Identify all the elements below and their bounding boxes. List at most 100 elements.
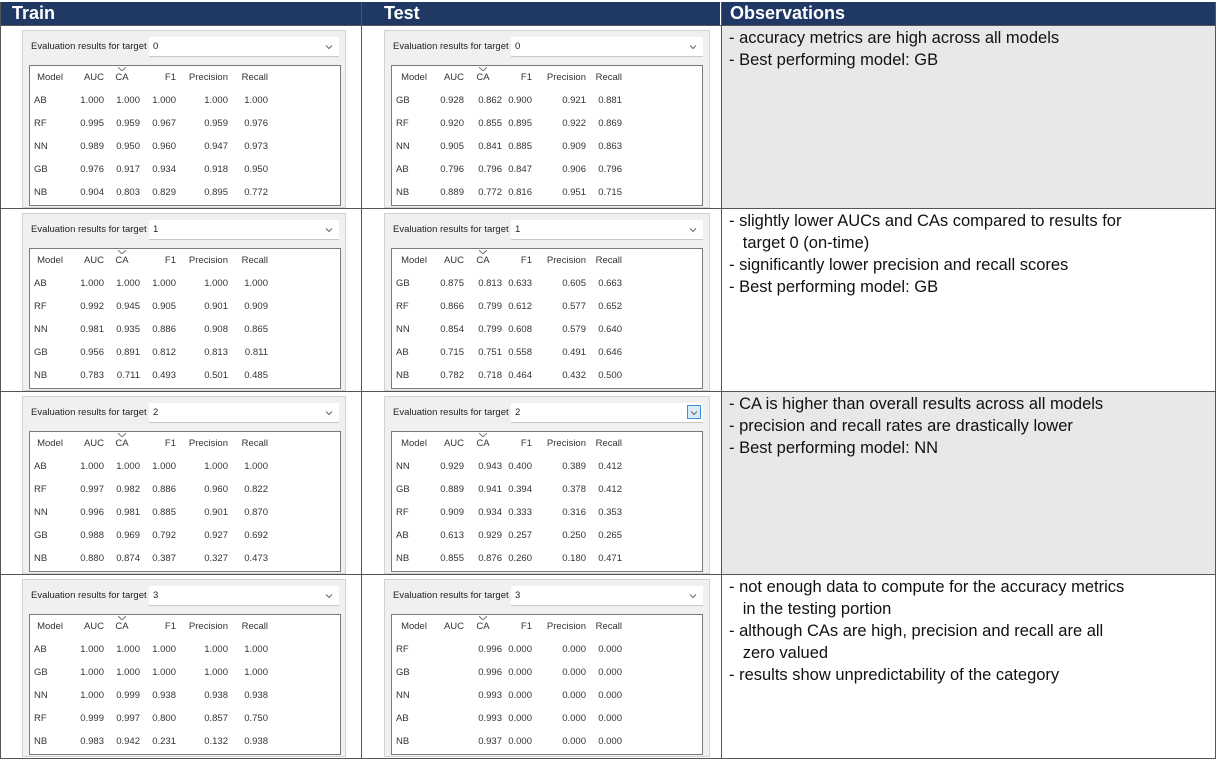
- column-header-f1[interactable]: F1: [140, 66, 176, 89]
- column-header-auc[interactable]: AUC: [66, 249, 104, 272]
- column-header-recall[interactable]: Recall: [228, 615, 268, 638]
- column-header-ca[interactable]: CA: [104, 249, 140, 272]
- target-dropdown[interactable]: 0: [149, 37, 339, 57]
- table-row[interactable]: GB 0.875 0.813 0.633 0.605 0.663: [392, 272, 622, 295]
- dropdown-toggle[interactable]: [323, 406, 335, 418]
- table-row[interactable]: NB 0.880 0.874 0.387 0.327 0.473: [30, 547, 268, 570]
- column-header-model[interactable]: Model: [30, 615, 66, 638]
- table-row[interactable]: NB 0.783 0.711 0.493 0.501 0.485: [30, 364, 268, 387]
- table-row[interactable]: AB 0.715 0.751 0.558 0.491 0.646: [392, 341, 622, 364]
- column-header-model[interactable]: Model: [392, 249, 432, 272]
- table-row[interactable]: AB 1.000 1.000 1.000 1.000 1.000: [30, 272, 268, 295]
- column-header-model[interactable]: Model: [392, 66, 432, 89]
- table-row[interactable]: NB 0.782 0.718 0.464 0.432 0.500: [392, 364, 622, 387]
- column-header-model[interactable]: Model: [30, 432, 66, 455]
- table-row[interactable]: GB 0.976 0.917 0.934 0.918 0.950: [30, 158, 268, 181]
- table-row[interactable]: GB 0.956 0.891 0.812 0.813 0.811: [30, 341, 268, 364]
- column-header-recall[interactable]: Recall: [586, 432, 622, 455]
- dropdown-toggle[interactable]: [323, 589, 335, 601]
- target-dropdown[interactable]: 2: [511, 403, 703, 423]
- table-row[interactable]: GB 0.889 0.941 0.394 0.378 0.412: [392, 478, 622, 501]
- column-header-precision[interactable]: Precision: [532, 249, 586, 272]
- table-row[interactable]: RF 0.866 0.799 0.612 0.577 0.652: [392, 295, 622, 318]
- table-row[interactable]: NN 0.981 0.935 0.886 0.908 0.865: [30, 318, 268, 341]
- table-row[interactable]: AB 0.613 0.929 0.257 0.250 0.265: [392, 524, 622, 547]
- column-header-auc[interactable]: AUC: [432, 615, 464, 638]
- table-row[interactable]: NB 0.855 0.876 0.260 0.180 0.471: [392, 547, 622, 570]
- column-header-precision[interactable]: Precision: [532, 615, 586, 638]
- column-header-f1[interactable]: F1: [140, 432, 176, 455]
- column-header-auc[interactable]: AUC: [66, 432, 104, 455]
- column-header-f1[interactable]: F1: [140, 249, 176, 272]
- target-dropdown[interactable]: 3: [149, 586, 339, 606]
- column-header-ca[interactable]: CA: [464, 432, 502, 455]
- dropdown-toggle[interactable]: [323, 40, 335, 52]
- column-header-auc[interactable]: AUC: [66, 66, 104, 89]
- column-header-recall[interactable]: Recall: [228, 249, 268, 272]
- column-header-ca[interactable]: CA: [104, 432, 140, 455]
- column-header-precision[interactable]: Precision: [176, 432, 228, 455]
- column-header-ca[interactable]: CA: [464, 615, 502, 638]
- target-dropdown[interactable]: 2: [149, 403, 339, 423]
- column-header-auc[interactable]: AUC: [432, 66, 464, 89]
- table-row[interactable]: GB 0.996 0.000 0.000 0.000: [392, 661, 622, 684]
- column-header-precision[interactable]: Precision: [176, 66, 228, 89]
- dropdown-toggle[interactable]: [687, 40, 699, 52]
- column-header-precision[interactable]: Precision: [532, 66, 586, 89]
- table-row[interactable]: RF 0.999 0.997 0.800 0.857 0.750: [30, 707, 268, 730]
- column-header-auc[interactable]: AUC: [432, 249, 464, 272]
- column-header-recall[interactable]: Recall: [586, 66, 622, 89]
- table-row[interactable]: AB 1.000 1.000 1.000 1.000 1.000: [30, 455, 268, 478]
- table-row[interactable]: AB 0.796 0.796 0.847 0.906 0.796: [392, 158, 622, 181]
- table-row[interactable]: NN 0.993 0.000 0.000 0.000: [392, 684, 622, 707]
- table-row[interactable]: NB 0.904 0.803 0.829 0.895 0.772: [30, 181, 268, 204]
- target-dropdown[interactable]: 3: [511, 586, 703, 606]
- column-header-ca[interactable]: CA: [464, 249, 502, 272]
- target-dropdown[interactable]: 0: [511, 37, 703, 57]
- table-row[interactable]: GB 0.928 0.862 0.900 0.921 0.881: [392, 89, 622, 112]
- table-row[interactable]: RF 0.909 0.934 0.333 0.316 0.353: [392, 501, 622, 524]
- column-header-model[interactable]: Model: [392, 432, 432, 455]
- column-header-recall[interactable]: Recall: [228, 432, 268, 455]
- column-header-model[interactable]: Model: [392, 615, 432, 638]
- table-row[interactable]: NN 0.905 0.841 0.885 0.909 0.863: [392, 135, 622, 158]
- table-row[interactable]: GB 1.000 1.000 1.000 1.000 1.000: [30, 661, 268, 684]
- column-header-auc[interactable]: AUC: [66, 615, 104, 638]
- table-row[interactable]: NN 1.000 0.999 0.938 0.938 0.938: [30, 684, 268, 707]
- table-row[interactable]: NN 0.929 0.943 0.400 0.389 0.412: [392, 455, 622, 478]
- target-dropdown[interactable]: 1: [149, 220, 339, 240]
- column-header-precision[interactable]: Precision: [176, 615, 228, 638]
- column-header-model[interactable]: Model: [30, 249, 66, 272]
- column-header-f1[interactable]: F1: [502, 66, 532, 89]
- table-row[interactable]: RF 0.992 0.945 0.905 0.901 0.909: [30, 295, 268, 318]
- table-row[interactable]: NN 0.996 0.981 0.885 0.901 0.870: [30, 501, 268, 524]
- table-row[interactable]: AB 1.000 1.000 1.000 1.000 1.000: [30, 89, 268, 112]
- table-row[interactable]: AB 1.000 1.000 1.000 1.000 1.000: [30, 638, 268, 661]
- table-row[interactable]: RF 0.997 0.982 0.886 0.960 0.822: [30, 478, 268, 501]
- column-header-model[interactable]: Model: [30, 66, 66, 89]
- table-row[interactable]: RF 0.995 0.959 0.967 0.959 0.976: [30, 112, 268, 135]
- target-dropdown[interactable]: 1: [511, 220, 703, 240]
- table-row[interactable]: NN 0.989 0.950 0.960 0.947 0.973: [30, 135, 268, 158]
- table-row[interactable]: AB 0.993 0.000 0.000 0.000: [392, 707, 622, 730]
- column-header-f1[interactable]: F1: [502, 249, 532, 272]
- table-row[interactable]: NB 0.889 0.772 0.816 0.951 0.715: [392, 181, 622, 204]
- column-header-recall[interactable]: Recall: [228, 66, 268, 89]
- table-row[interactable]: GB 0.988 0.969 0.792 0.927 0.692: [30, 524, 268, 547]
- column-header-precision[interactable]: Precision: [532, 432, 586, 455]
- column-header-precision[interactable]: Precision: [176, 249, 228, 272]
- column-header-recall[interactable]: Recall: [586, 249, 622, 272]
- column-header-ca[interactable]: CA: [464, 66, 502, 89]
- table-row[interactable]: RF 0.920 0.855 0.895 0.922 0.869: [392, 112, 622, 135]
- column-header-recall[interactable]: Recall: [586, 615, 622, 638]
- column-header-f1[interactable]: F1: [502, 432, 532, 455]
- column-header-ca[interactable]: CA: [104, 66, 140, 89]
- table-row[interactable]: NB 0.983 0.942 0.231 0.132 0.938: [30, 730, 268, 753]
- dropdown-toggle[interactable]: [687, 223, 699, 235]
- dropdown-toggle[interactable]: [687, 589, 699, 601]
- column-header-f1[interactable]: F1: [502, 615, 532, 638]
- dropdown-toggle[interactable]: [687, 405, 701, 419]
- column-header-f1[interactable]: F1: [140, 615, 176, 638]
- column-header-ca[interactable]: CA: [104, 615, 140, 638]
- table-row[interactable]: NB 0.937 0.000 0.000 0.000: [392, 730, 622, 753]
